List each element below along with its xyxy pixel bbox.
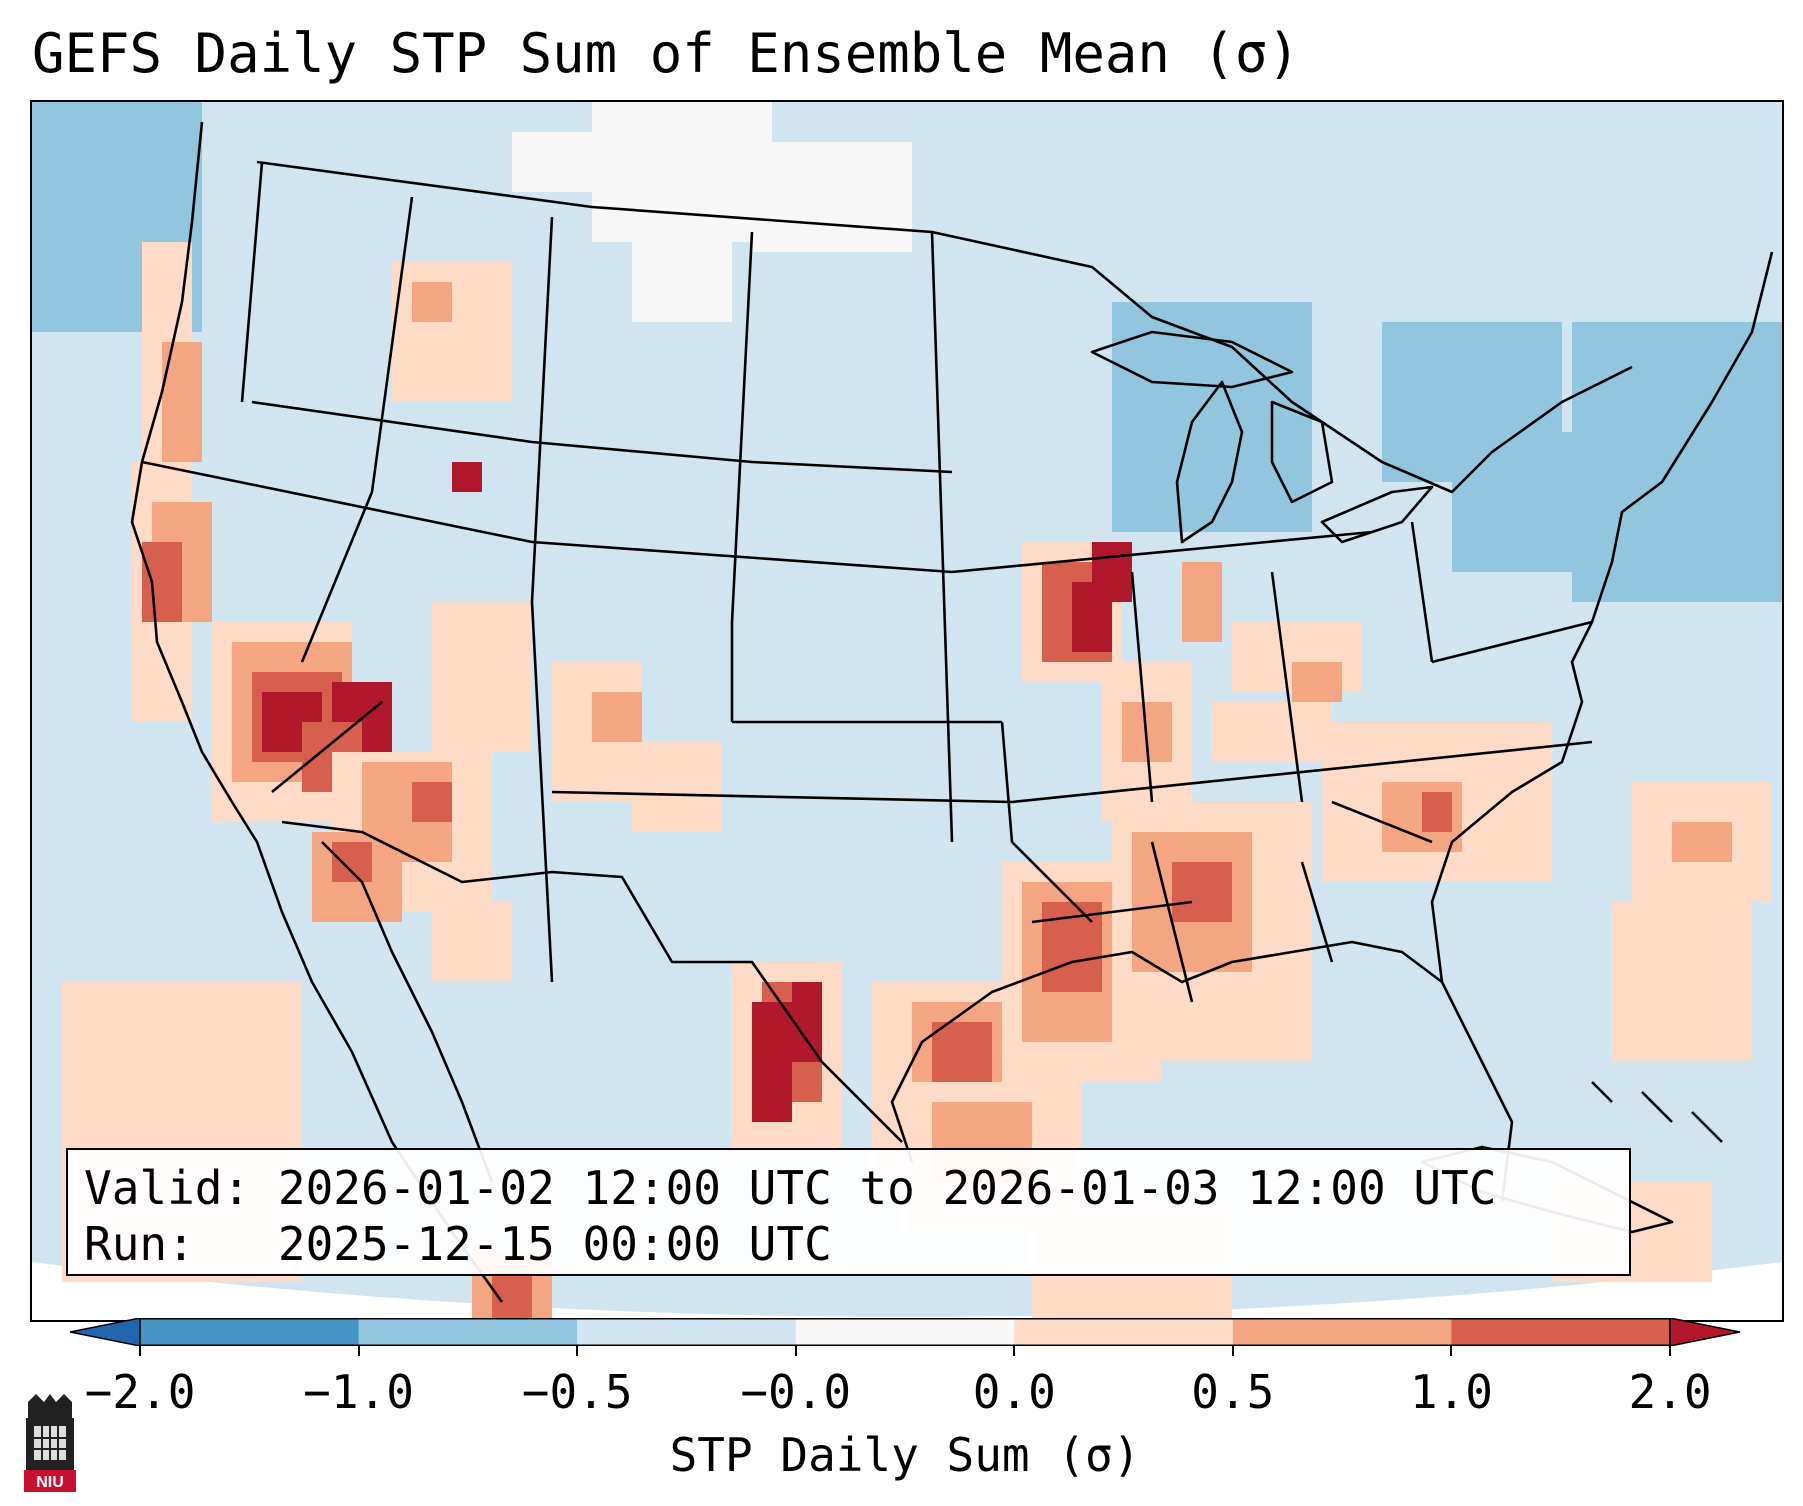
anomaly-patch [512, 132, 592, 192]
anomaly-patch [932, 1022, 992, 1082]
colorbar-tick-label: −0.0 [740, 1365, 852, 1419]
anomaly-patch [632, 242, 732, 322]
colorbar-tick-mark [794, 1346, 797, 1356]
colorbar-bin [1232, 1318, 1452, 1346]
colorbar-tick-label: −2.0 [84, 1365, 196, 1419]
lake-erie [1320, 485, 1434, 544]
gulf-of-california [321, 841, 494, 1183]
bahamas [1591, 1081, 1723, 1143]
colorbar-bin [358, 1318, 578, 1346]
logo-banner [24, 1470, 76, 1492]
anomaly-patch [1612, 902, 1752, 1062]
anomaly-patch [592, 692, 642, 742]
anomaly-patch [1572, 322, 1782, 602]
anomaly-patch [452, 462, 482, 492]
west-coast [130, 121, 504, 1303]
lake-huron [1270, 400, 1334, 504]
colorbar-bin [1014, 1318, 1234, 1346]
valid-label: Valid: [84, 1161, 251, 1215]
colorbar-extend-high [1669, 1318, 1740, 1346]
anomaly-patch [412, 282, 452, 322]
anomaly-patch [752, 142, 912, 252]
logo-text: NIU [36, 1474, 64, 1491]
colorbar-extend-low [70, 1318, 141, 1346]
colorbar-bin [795, 1318, 1015, 1346]
colorbar-bin [577, 1318, 797, 1346]
colorbar-tick-mark [1450, 1346, 1453, 1356]
us-mexico-border [281, 820, 903, 1143]
anomaly-patch [1292, 662, 1342, 702]
colorbar-tick-label: 0.0 [972, 1365, 1056, 1419]
run-label: Run: [84, 1217, 195, 1271]
anomaly-patch [1452, 432, 1592, 572]
anomaly-patch [752, 1002, 792, 1122]
anomaly-patch [432, 902, 512, 982]
colorbar-tick-mark [1669, 1346, 1671, 1356]
colorbar-tick-mark [357, 1346, 360, 1356]
colorbar-tick-label: 2.0 [1628, 1365, 1712, 1419]
colorbar-tick-mark [1231, 1346, 1234, 1356]
gulf-coast [890, 940, 1514, 1203]
colorbar-bin [140, 1318, 360, 1346]
anomaly-patch [1422, 792, 1452, 832]
state-lines [141, 161, 1593, 1003]
anomaly-patch [632, 742, 722, 832]
anomaly-patch [1212, 702, 1332, 762]
map-panel [30, 100, 1784, 1322]
niu-logo: NIU [24, 1394, 76, 1492]
colorbar [70, 1318, 1740, 1346]
anomaly-patch [1092, 542, 1132, 602]
anomaly-patch [432, 602, 532, 752]
colorbar-tick-label: −1.0 [303, 1365, 414, 1419]
colorbar-bin [1451, 1318, 1671, 1346]
anomaly-patch [1182, 562, 1222, 642]
colorbar-tick-mark [139, 1346, 141, 1356]
east-coast [1430, 251, 1774, 983]
anomaly-patches [32, 102, 1782, 1320]
valid-time: 2026-01-02 12:00 UTC to 2026-01-03 12:00… [277, 1161, 1497, 1215]
us-canada-border [256, 160, 1633, 494]
anomaly-patch [592, 102, 772, 242]
lake-superior [1090, 330, 1294, 389]
anomaly-patch [1172, 862, 1232, 922]
map-canvas [32, 102, 1782, 1320]
colorbar-tick-label: 0.5 [1191, 1365, 1275, 1419]
domain-edge-bottom [32, 1262, 1782, 1320]
colorbar-tick-label: 1.0 [1409, 1365, 1493, 1419]
logo-tower-top [28, 1394, 72, 1418]
chart-title: GEFS Daily STP Sum of Ensemble Mean (σ) [32, 22, 1300, 85]
colorbar-tick-mark [576, 1346, 579, 1356]
colorbar-label: STP Daily Sum (σ) [669, 1428, 1141, 1482]
anomaly-patch [792, 982, 822, 1062]
valid-run-info-box: Valid: 2026-01-02 12:00 UTC to 2026-01-0… [66, 1148, 1631, 1276]
anomaly-patch [1672, 822, 1732, 862]
colorbar-tick-mark [1013, 1346, 1016, 1356]
anomaly-patch [142, 542, 182, 622]
colorbar-outline [139, 1318, 1671, 1346]
run-time: 2025-12-15 00:00 UTC [277, 1217, 832, 1271]
anomaly-patch [412, 782, 452, 822]
lake-michigan [1175, 380, 1244, 544]
anomaly-patch [332, 842, 372, 882]
colorbar-tick-label: −0.5 [521, 1365, 633, 1419]
